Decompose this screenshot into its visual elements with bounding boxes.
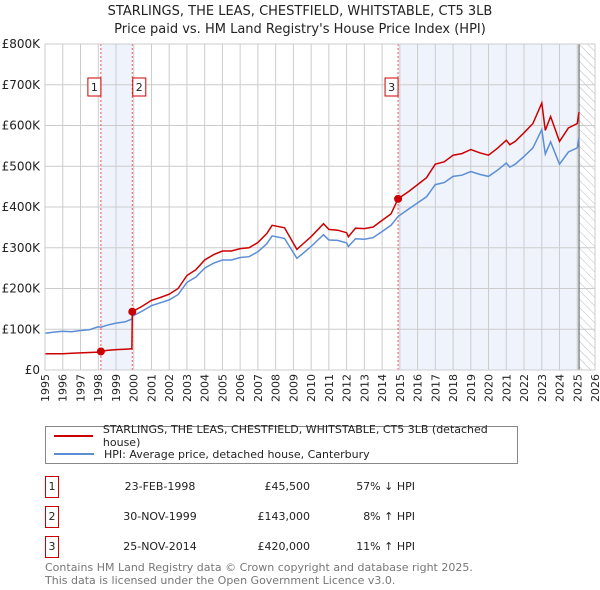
- plot-border: [44, 43, 596, 371]
- y-tick-label: £500K: [2, 159, 42, 173]
- sale-row: 1 23-FEB-1998 £45,500 57% ↓ HPI: [45, 476, 415, 498]
- y-tick-label: £0: [25, 363, 40, 377]
- x-tick-label: 2017: [429, 374, 442, 402]
- x-tick-label: 2013: [358, 374, 371, 402]
- x-tick-label: 2018: [447, 374, 460, 402]
- x-tick-label: 2007: [252, 374, 265, 402]
- x-tick-label: 2000: [128, 374, 141, 402]
- legend-label-hpi: HPI: Average price, detached house, Cant…: [104, 447, 370, 461]
- x-tick-label: 1998: [92, 374, 105, 402]
- x-tick-label: 1996: [57, 374, 70, 402]
- sale-label: 1: [91, 81, 98, 94]
- x-tick-label: 2024: [554, 374, 567, 402]
- y-tick-label: £300K: [2, 241, 42, 255]
- x-tick-label: 1999: [110, 374, 123, 402]
- sale-point: [394, 194, 403, 203]
- sale-label-box: [132, 77, 147, 97]
- y-tick-label: £200K: [2, 282, 42, 296]
- x-tick-label: 2026: [589, 374, 600, 402]
- sale-number: 1: [45, 476, 59, 498]
- sale-point: [96, 347, 105, 356]
- legend-label-property: STARLINGS, THE LEAS, CHESTFIELD, WHITSTA…: [102, 423, 488, 449]
- x-tick-label: 2001: [145, 374, 158, 402]
- sale-label-box: [87, 77, 102, 97]
- x-tick-label: 2012: [341, 374, 354, 402]
- x-tick-label: 2008: [270, 374, 283, 402]
- x-tick-label: 2023: [536, 374, 549, 402]
- price-paid-line: [45, 100, 580, 355]
- sale-row: 3 25-NOV-2014 £420,000 11% ↑ HPI: [45, 536, 415, 558]
- sale-number: 2: [45, 506, 59, 528]
- x-tick-label: 2019: [465, 374, 478, 402]
- sale-point: [128, 307, 137, 316]
- sale-date: 23-FEB-1998: [124, 480, 196, 493]
- y-tick-label: £100K: [2, 322, 42, 336]
- sale-label-box: [384, 77, 399, 97]
- y-tick-label: £400K: [2, 200, 42, 214]
- x-tick-label: 2016: [412, 374, 425, 402]
- x-tick-label: 2005: [216, 374, 229, 402]
- sale-date: 30-NOV-1999: [123, 510, 197, 523]
- sale-price: £45,500: [264, 480, 311, 493]
- sale-number: 3: [45, 536, 59, 558]
- x-tick-label: 2002: [163, 374, 176, 402]
- footer-copyright: Contains HM Land Registry data © Crown c…: [45, 561, 473, 574]
- sale-hpi: 57% ↓ HPI: [356, 480, 415, 493]
- x-tick-label: 2021: [500, 374, 513, 402]
- y-tick-label: £700K: [2, 78, 42, 92]
- sale-hpi: 11% ↑ HPI: [356, 540, 415, 553]
- x-tick-label: 2020: [483, 374, 496, 402]
- sale-label: 2: [136, 81, 143, 94]
- legend-swatch-hpi: [54, 453, 94, 455]
- x-tick-label: 2022: [518, 374, 531, 402]
- x-tick-label: 1995: [39, 374, 52, 402]
- legend: STARLINGS, THE LEAS, CHESTFIELD, WHITSTA…: [45, 423, 518, 464]
- chart-title: STARLINGS, THE LEAS, CHESTFIELD, WHITSTA…: [107, 4, 493, 19]
- x-tick-label: 2009: [287, 374, 300, 402]
- legend-swatch-property: [54, 435, 93, 437]
- footer-licence: This data is licensed under the Open Gov…: [45, 574, 396, 587]
- sale-hpi: 8% ↑ HPI: [363, 510, 415, 523]
- x-tick-label: 2015: [394, 374, 407, 402]
- x-tick-label: 2003: [181, 374, 194, 402]
- sale-date: 25-NOV-2014: [123, 540, 197, 553]
- x-tick-label: 2025: [571, 374, 584, 402]
- x-tick-label: 2004: [199, 374, 212, 402]
- y-tick-label: £600K: [2, 119, 42, 133]
- x-tick-label: 1997: [74, 374, 87, 402]
- sale-label: 3: [388, 81, 395, 94]
- x-tick-label: 2014: [376, 374, 389, 402]
- sale-row: 2 30-NOV-1999 £143,000 8% ↑ HPI: [45, 506, 415, 528]
- price-chart: 1995 1996 1997 1998 1999 2000 2001 2002 2003 2004…: [2, 37, 600, 402]
- x-tick-label: 2010: [305, 374, 318, 402]
- sale-price: £420,000: [257, 540, 311, 553]
- chart-subtitle: Price paid vs. HM Land Registry's House …: [114, 22, 486, 37]
- sale-price: £143,000: [257, 510, 311, 523]
- x-tick-label: 2006: [234, 374, 247, 402]
- y-tick-label: £800K: [2, 37, 42, 51]
- x-tick-label: 2011: [323, 374, 336, 402]
